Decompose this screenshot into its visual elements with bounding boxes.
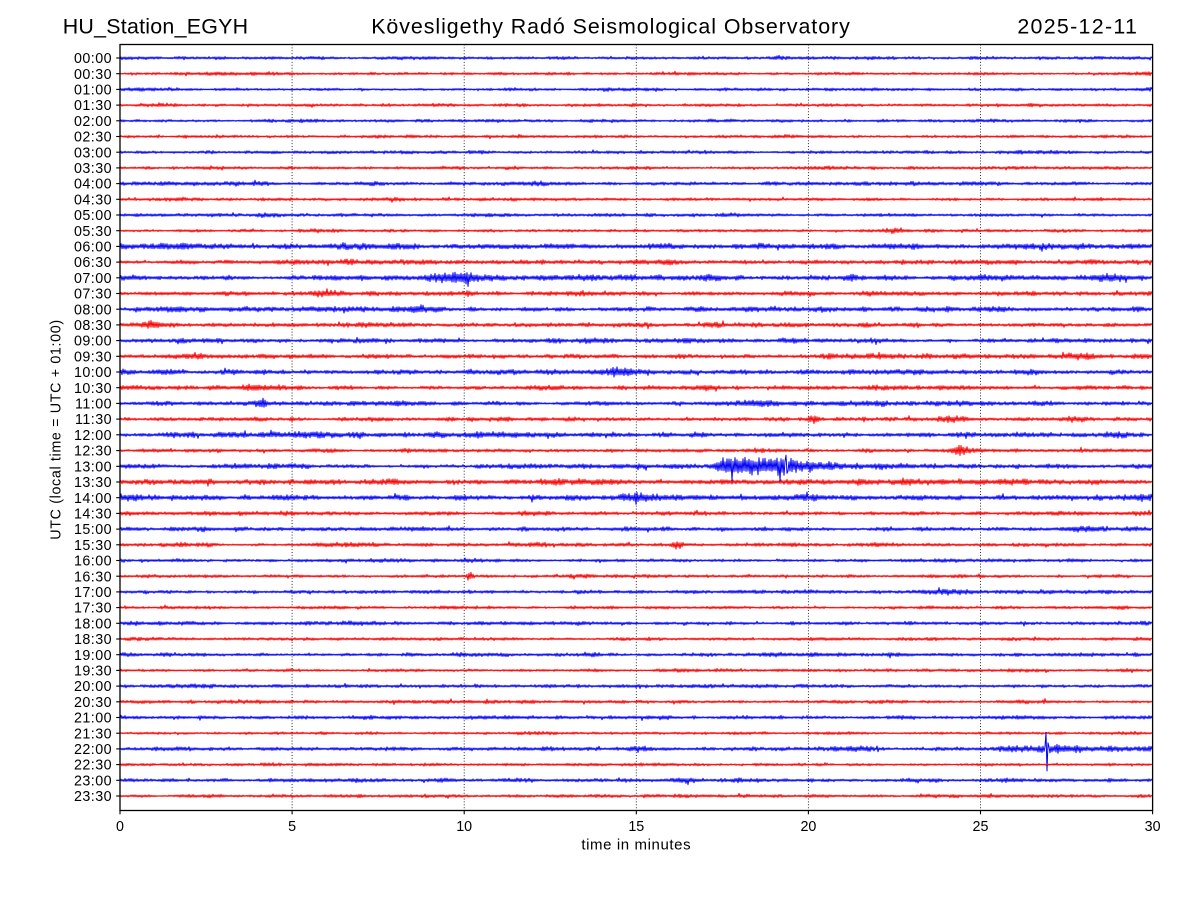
svg-text:21:00: 21:00 xyxy=(74,711,112,727)
svg-text:20:30: 20:30 xyxy=(74,695,112,711)
svg-text:03:00: 03:00 xyxy=(74,145,112,161)
svg-text:Kövesligethy Radó Seismologica: Kövesligethy Radó Seismological Observat… xyxy=(371,14,851,38)
svg-text:16:30: 16:30 xyxy=(74,569,112,585)
svg-text:10: 10 xyxy=(456,819,472,835)
svg-text:11:00: 11:00 xyxy=(75,397,112,413)
svg-text:05:00: 05:00 xyxy=(74,208,112,224)
svg-text:10:00: 10:00 xyxy=(74,365,112,381)
svg-text:14:00: 14:00 xyxy=(74,491,112,507)
svg-text:07:30: 07:30 xyxy=(74,287,112,303)
svg-text:19:30: 19:30 xyxy=(74,664,112,680)
svg-text:15:30: 15:30 xyxy=(74,538,112,554)
svg-text:15: 15 xyxy=(628,819,644,835)
svg-text:10:30: 10:30 xyxy=(74,381,112,397)
svg-text:UTC (local time = UTC + 01:00): UTC (local time = UTC + 01:00) xyxy=(49,319,65,540)
svg-text:15:00: 15:00 xyxy=(74,522,112,538)
svg-text:21:30: 21:30 xyxy=(74,726,112,742)
svg-text:12:30: 12:30 xyxy=(74,444,112,460)
svg-text:16:00: 16:00 xyxy=(74,554,112,570)
svg-text:14:30: 14:30 xyxy=(74,507,112,523)
svg-text:13:30: 13:30 xyxy=(74,475,112,491)
svg-text:09:00: 09:00 xyxy=(74,334,112,350)
svg-text:HU_Station_EGYH: HU_Station_EGYH xyxy=(63,14,249,38)
svg-text:time in minutes: time in minutes xyxy=(581,837,691,854)
svg-text:03:30: 03:30 xyxy=(74,161,112,177)
svg-text:17:00: 17:00 xyxy=(74,585,112,601)
svg-text:09:30: 09:30 xyxy=(74,349,112,365)
svg-text:01:00: 01:00 xyxy=(74,83,112,99)
svg-text:01:30: 01:30 xyxy=(74,98,112,114)
svg-text:20: 20 xyxy=(800,819,816,835)
svg-text:00:00: 00:00 xyxy=(74,51,112,67)
svg-text:13:00: 13:00 xyxy=(74,459,112,475)
svg-text:04:00: 04:00 xyxy=(74,177,112,193)
svg-text:08:00: 08:00 xyxy=(74,302,112,318)
svg-text:02:30: 02:30 xyxy=(74,130,112,146)
svg-text:30: 30 xyxy=(1145,819,1161,835)
svg-text:06:00: 06:00 xyxy=(74,240,112,256)
svg-text:0: 0 xyxy=(116,819,124,835)
svg-text:07:00: 07:00 xyxy=(74,271,112,287)
svg-text:11:30: 11:30 xyxy=(75,412,112,428)
svg-text:23:00: 23:00 xyxy=(74,773,112,789)
svg-text:17:30: 17:30 xyxy=(74,601,112,617)
svg-text:22:30: 22:30 xyxy=(74,758,112,774)
svg-text:12:00: 12:00 xyxy=(74,428,112,444)
svg-text:00:30: 00:30 xyxy=(74,67,112,83)
svg-text:23:30: 23:30 xyxy=(74,789,112,805)
svg-text:18:30: 18:30 xyxy=(74,632,112,648)
svg-text:2025-12-11: 2025-12-11 xyxy=(1017,14,1138,38)
svg-text:05:30: 05:30 xyxy=(74,224,112,240)
svg-text:5: 5 xyxy=(288,819,296,835)
svg-text:06:30: 06:30 xyxy=(74,255,112,271)
svg-text:18:00: 18:00 xyxy=(74,616,112,632)
svg-text:08:30: 08:30 xyxy=(74,318,112,334)
svg-text:02:00: 02:00 xyxy=(74,114,112,130)
svg-text:19:00: 19:00 xyxy=(74,648,112,664)
svg-text:25: 25 xyxy=(973,819,989,835)
svg-text:04:30: 04:30 xyxy=(74,192,112,208)
svg-text:22:00: 22:00 xyxy=(74,742,112,758)
svg-text:20:00: 20:00 xyxy=(74,679,112,695)
